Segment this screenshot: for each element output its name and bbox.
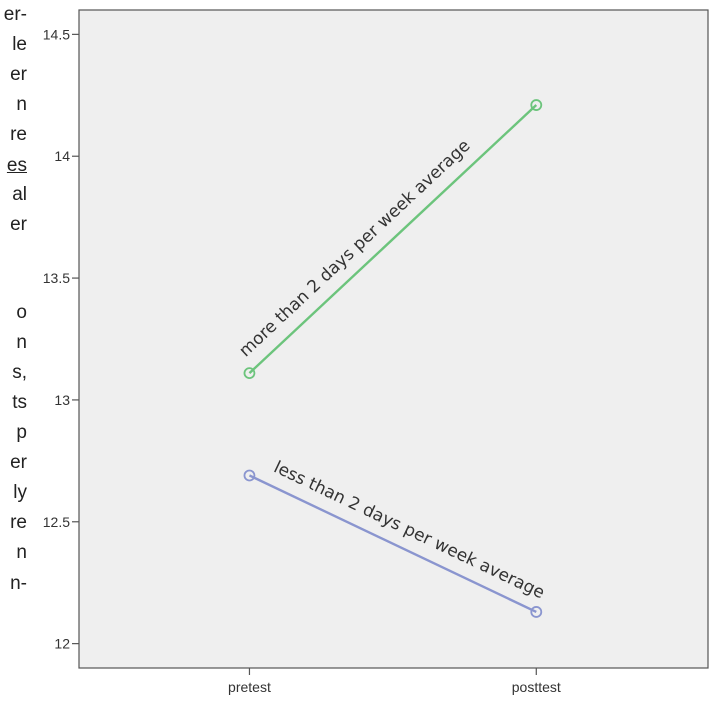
x-tick-label: posttest	[512, 679, 561, 695]
x-axis: pretest posttest	[228, 668, 561, 695]
text-fragment: p	[16, 422, 27, 443]
text-fragment: n	[16, 542, 27, 563]
text-fragment: al	[12, 184, 27, 205]
x-tick-label: pretest	[228, 679, 271, 695]
text-fragment: ts	[12, 392, 27, 413]
y-tick-label: 12	[54, 636, 70, 652]
text-fragment: n	[16, 332, 27, 353]
text-fragment: er-	[3, 4, 27, 25]
y-axis: 12 12.5 13 13.5 14 14.5	[43, 26, 79, 652]
y-tick-label: 12.5	[43, 514, 70, 530]
series-line	[248, 104, 538, 374]
text-fragment: es	[6, 155, 27, 176]
data-point	[530, 606, 543, 618]
text-fragment: er	[10, 452, 27, 473]
text-fragment: re	[10, 124, 27, 145]
text-fragment: re	[10, 512, 27, 533]
text-fragment: le	[12, 34, 27, 55]
y-tick-label: 14	[54, 148, 70, 164]
data-point	[530, 99, 543, 111]
text-fragment: s,	[12, 362, 27, 383]
text-fragment: er	[10, 214, 27, 235]
cropped-body-text: er-le er n re es al er o n s, ts p er ly re n n-	[0, 0, 29, 703]
text-fragment: n-	[10, 573, 27, 594]
y-tick-label: 13.5	[43, 270, 70, 286]
y-tick-label: 14.5	[43, 26, 70, 42]
text-fragment: n	[16, 94, 27, 115]
text-fragment: o	[16, 302, 27, 323]
data-point	[243, 469, 256, 482]
y-tick-label: 13	[54, 392, 70, 408]
text-fragment: ly	[13, 482, 27, 503]
text-fragment: er	[10, 64, 27, 85]
plot-area	[78, 9, 709, 669]
data-point	[243, 367, 256, 380]
series-line	[248, 474, 537, 614]
